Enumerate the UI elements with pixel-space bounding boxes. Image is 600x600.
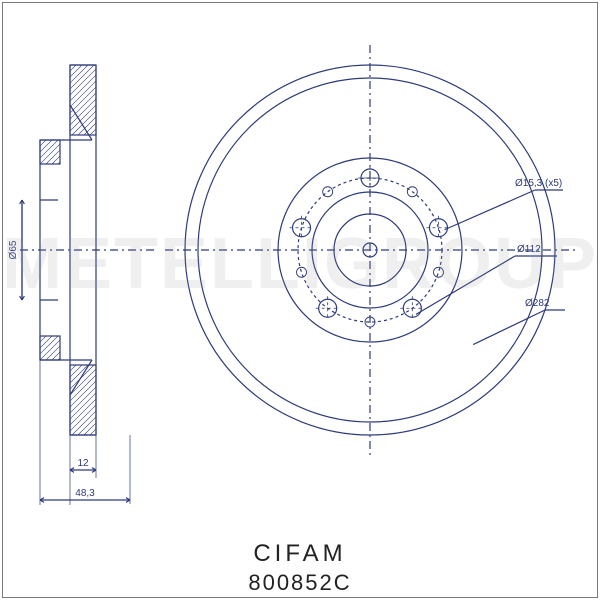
part-number-label: 800852C — [248, 570, 351, 596]
svg-text:Ø65: Ø65 — [8, 240, 19, 259]
technical-drawing: Ø15,3 (x5) Ø112 Ø282 Ø65 12 48,3 — [0, 0, 600, 600]
svg-text:Ø282: Ø282 — [525, 298, 550, 309]
svg-text:48,3: 48,3 — [75, 488, 95, 499]
stage: Ø15,3 (x5)Ø112Ø282Ø651248,3 METELLIGROUP… — [0, 0, 600, 600]
brand-label: CIFAM — [253, 540, 346, 568]
svg-text:Ø112: Ø112 — [517, 244, 541, 255]
svg-text:12: 12 — [77, 458, 89, 469]
svg-text:Ø15,3 (x5): Ø15,3 (x5) — [515, 178, 562, 189]
